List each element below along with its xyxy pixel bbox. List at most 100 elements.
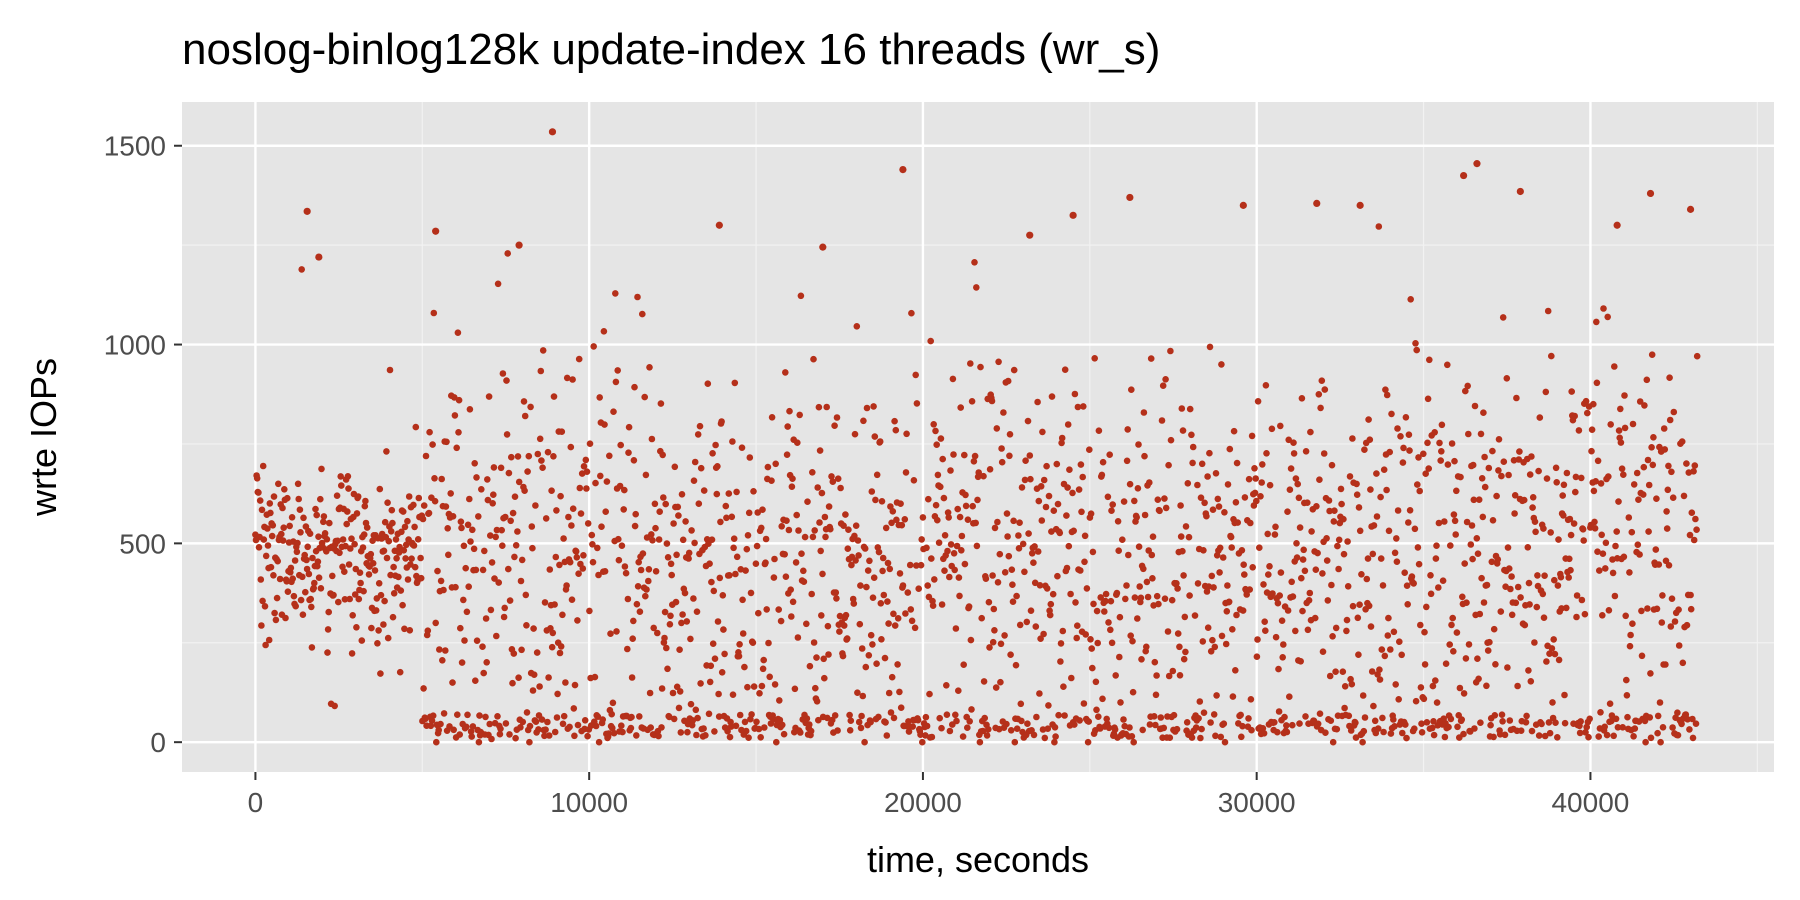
data-point (420, 685, 427, 692)
data-point (1385, 614, 1392, 622)
data-point (926, 690, 933, 698)
data-point (1322, 729, 1329, 736)
data-point (662, 500, 669, 508)
data-point (354, 493, 362, 500)
data-point (1104, 493, 1112, 501)
data-point (691, 539, 698, 547)
data-point (867, 718, 874, 726)
data-point (1462, 387, 1469, 395)
data-point (499, 370, 507, 377)
data-point (387, 571, 394, 579)
data-point (464, 521, 472, 529)
data-point (1567, 531, 1575, 539)
data-point (792, 559, 800, 566)
data-point (314, 558, 322, 565)
data-point (1390, 628, 1398, 636)
data-point (528, 523, 536, 530)
data-point (1045, 492, 1053, 500)
data-point (1004, 377, 1012, 385)
data-point (1646, 189, 1655, 198)
data-point (1444, 361, 1451, 369)
data-point (1555, 536, 1562, 543)
data-point (1081, 532, 1089, 540)
data-point (511, 493, 519, 501)
data-point (1219, 554, 1227, 561)
data-point (1328, 581, 1335, 589)
data-point (725, 490, 733, 497)
data-point (819, 570, 826, 578)
data-point (579, 565, 587, 572)
data-point (1070, 527, 1077, 535)
data-point (899, 582, 907, 589)
data-point (859, 692, 867, 700)
data-point (1034, 548, 1042, 555)
data-point (1210, 584, 1217, 591)
data-point (473, 474, 480, 481)
data-point (1580, 537, 1587, 544)
data-point (1650, 434, 1657, 441)
data-point (1165, 461, 1172, 469)
data-point (1621, 424, 1629, 432)
data-point (538, 716, 546, 723)
data-point (746, 454, 754, 461)
data-point (1197, 494, 1205, 502)
data-point (424, 627, 432, 634)
data-point (977, 363, 984, 371)
data-point (1074, 403, 1082, 411)
data-point (1611, 592, 1619, 600)
data-point (542, 726, 549, 733)
data-point (1189, 443, 1197, 451)
data-point (548, 128, 557, 136)
data-point (464, 711, 471, 719)
data-point (519, 718, 527, 726)
data-point (772, 460, 779, 468)
data-point (679, 611, 686, 618)
data-point (989, 638, 997, 646)
data-point (1232, 667, 1239, 674)
data-point (1072, 599, 1079, 606)
data-point (719, 592, 727, 599)
data-point (1393, 535, 1400, 542)
data-point (550, 393, 558, 400)
data-point (710, 587, 718, 595)
data-point (1195, 715, 1202, 722)
data-point (408, 555, 415, 562)
data-point (857, 582, 864, 589)
data-point (1575, 427, 1583, 434)
data-point (958, 547, 965, 554)
data-point (639, 550, 647, 557)
data-point (1152, 691, 1160, 699)
data-point (320, 518, 327, 526)
data-point (832, 589, 840, 596)
data-point (1241, 571, 1248, 578)
data-point (873, 660, 880, 667)
data-point (1578, 596, 1586, 604)
data-point (1169, 667, 1177, 675)
data-point (1165, 672, 1173, 680)
data-point (1274, 599, 1282, 607)
data-point (469, 526, 476, 534)
data-point (535, 726, 542, 733)
data-point (475, 738, 483, 746)
data-point (1625, 514, 1633, 521)
data-point (714, 463, 721, 470)
data-point (1554, 734, 1561, 741)
data-point (1480, 409, 1487, 417)
data-point (1374, 725, 1382, 732)
data-point (779, 721, 786, 729)
data-point (359, 544, 367, 551)
data-point (1647, 734, 1655, 742)
data-point (964, 724, 971, 731)
data-point (1327, 717, 1335, 724)
data-point (961, 451, 968, 459)
data-point (1416, 487, 1423, 495)
data-point (893, 516, 900, 524)
data-point (803, 620, 810, 628)
data-point (381, 597, 388, 605)
data-point (1271, 719, 1278, 726)
data-point (1207, 719, 1214, 726)
data-point (905, 728, 913, 735)
data-point (771, 555, 778, 563)
data-point (1134, 615, 1141, 622)
data-point (1343, 616, 1351, 624)
